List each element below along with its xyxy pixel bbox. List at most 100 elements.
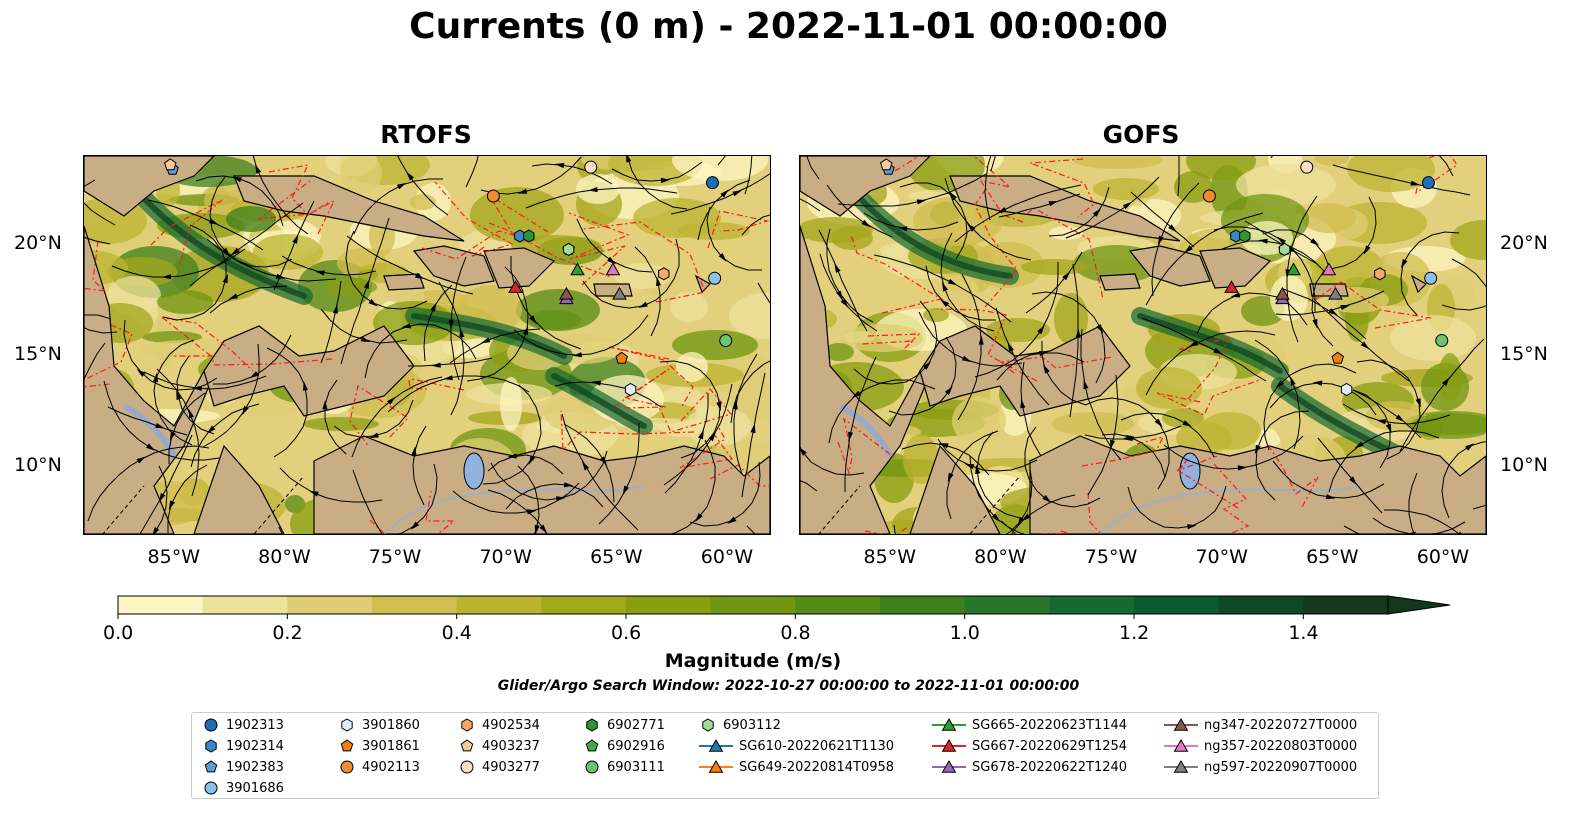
marker-6903112 <box>562 242 575 256</box>
marker-4903237 <box>880 158 893 171</box>
legend-label: ng357-20220803T0000 <box>1204 738 1358 754</box>
legend-symbol <box>585 739 599 752</box>
legend-symbol <box>708 739 724 752</box>
legend-marker-hexagon <box>461 718 473 732</box>
colorbar-segment <box>626 596 712 614</box>
legend-label: 1902313 <box>226 717 284 733</box>
legend-marker-pentagon <box>340 739 354 752</box>
colorbar-tick-label: 0.6 <box>611 622 642 644</box>
legend-item: 4902534 <box>458 715 540 735</box>
marker-6903111 <box>719 334 733 348</box>
legend-marker-pentagon <box>460 739 474 752</box>
legend-marker-circle <box>204 781 218 795</box>
legend-marker-hexagon <box>205 739 217 753</box>
marker-SG667-20220629T1254 <box>508 280 523 293</box>
legend-marker-triangle-line <box>1164 718 1198 731</box>
colorbar-tick-label: 1.0 <box>949 622 980 644</box>
legend-marker-circle <box>204 718 218 732</box>
legend-item: SG610-20220621T1130 <box>699 736 894 756</box>
legend-marker-triangle-line <box>932 718 966 731</box>
marker-SG667-20220629T1254 <box>1224 280 1239 293</box>
marker-4902534 <box>1374 267 1386 281</box>
marker-4902534 <box>658 267 670 281</box>
marker-ng347-20220727T0000 <box>559 286 574 300</box>
land-mask <box>800 156 1486 534</box>
legend-label: 6903111 <box>607 759 665 775</box>
legend-item: ng597-20220907T0000 <box>1164 757 1357 777</box>
colorbar-tick-label: 0.0 <box>103 622 134 644</box>
colorbar-tick-label: 1.2 <box>1119 622 1150 644</box>
legend-label: ng597-20220907T0000 <box>1204 759 1358 775</box>
marker-ng597-20220907T0000 <box>612 286 627 300</box>
figure-title: Currents (0 m) - 2022-11-01 00:00:00 <box>409 6 1168 47</box>
legend: 1902313 1902314 1902383 3901686 3901860 39018… <box>191 712 1379 799</box>
legend-item: SG667-20220629T1254 <box>932 736 1127 756</box>
colorbar-segment <box>287 596 373 614</box>
legend-symbol <box>1173 760 1189 773</box>
colorbar-tick-label: 0.2 <box>272 622 303 644</box>
legend-item: ng357-20220803T0000 <box>1164 736 1357 756</box>
marker-3901860 <box>1340 382 1353 397</box>
lon-tick-label: 80°W <box>974 546 1027 568</box>
legend-symbol <box>941 718 957 731</box>
marker-1902313 <box>705 176 719 190</box>
marker-3901861 <box>615 351 628 364</box>
colorbar-segment <box>1049 596 1135 614</box>
observation-markers <box>880 158 1449 397</box>
colorbar-segment <box>372 596 458 614</box>
legend-marker-pentagon <box>585 739 599 752</box>
legend-symbol <box>460 739 474 752</box>
legend-symbol <box>586 718 598 732</box>
legend-symbol <box>460 760 474 774</box>
legend-symbol <box>204 760 218 773</box>
legend-label: SG649-20220814T0958 <box>739 759 895 775</box>
lon-tick-label: 60°W <box>700 546 754 568</box>
legend-item: SG649-20220814T0958 <box>699 757 894 777</box>
observation-markers <box>164 158 733 397</box>
legend-marker-triangle-line <box>699 760 733 773</box>
legend-symbol <box>702 718 714 732</box>
legend-symbol <box>341 718 353 732</box>
marker-6902771 <box>1239 229 1251 243</box>
marker-3901861 <box>1331 351 1344 364</box>
legend-symbol <box>205 739 217 753</box>
marker-ng357-20220803T0000 <box>1321 262 1337 276</box>
colorbar-segment <box>1303 596 1389 614</box>
colorbar-segment <box>795 596 881 614</box>
legend-marker-hexagon <box>586 718 598 732</box>
marker-3901860 <box>624 382 637 397</box>
legend-marker-circle <box>585 760 599 774</box>
legend-item: 4903237 <box>458 736 540 756</box>
land-mask <box>84 156 770 534</box>
colorbar-segment <box>964 596 1050 614</box>
marker-4902113 <box>486 189 500 203</box>
legend-label: 4903237 <box>482 738 540 754</box>
legend-marker-circle <box>460 760 474 774</box>
legend-marker-triangle-line <box>932 739 966 752</box>
colorbar-segment <box>202 596 288 614</box>
search-window-text: Glider/Argo Search Window: 2022-10-27 00… <box>497 678 1080 694</box>
legend-symbol <box>1173 739 1189 752</box>
colorbar <box>117 595 1451 619</box>
legend-label: 3901860 <box>362 717 420 733</box>
legend-item: SG665-20220623T1144 <box>932 715 1127 735</box>
legend-label: 3901861 <box>362 738 420 754</box>
colorbar-segment <box>541 596 627 614</box>
rtofs-map <box>83 155 771 535</box>
lon-tick-label: 70°W <box>479 546 532 568</box>
legend-label: SG665-20220623T1144 <box>972 717 1128 733</box>
lon-tick-label: 65°W <box>590 546 643 568</box>
legend-item: 1902314 <box>202 736 284 756</box>
marker-3901686 <box>1424 271 1438 285</box>
legend-symbol <box>585 760 599 774</box>
legend-label: 3901686 <box>226 780 284 796</box>
rtofs-panel-title: RTOFS <box>380 120 472 149</box>
marker-4903277 <box>584 160 598 174</box>
lon-tick-label: 80°W <box>258 546 311 568</box>
colorbar-tick-label: 0.4 <box>441 622 472 644</box>
colorbar-segment <box>880 596 966 614</box>
legend-item: SG678-20220622T1240 <box>932 757 1127 777</box>
marker-4903277 <box>1300 160 1314 174</box>
streamlines <box>84 156 770 534</box>
